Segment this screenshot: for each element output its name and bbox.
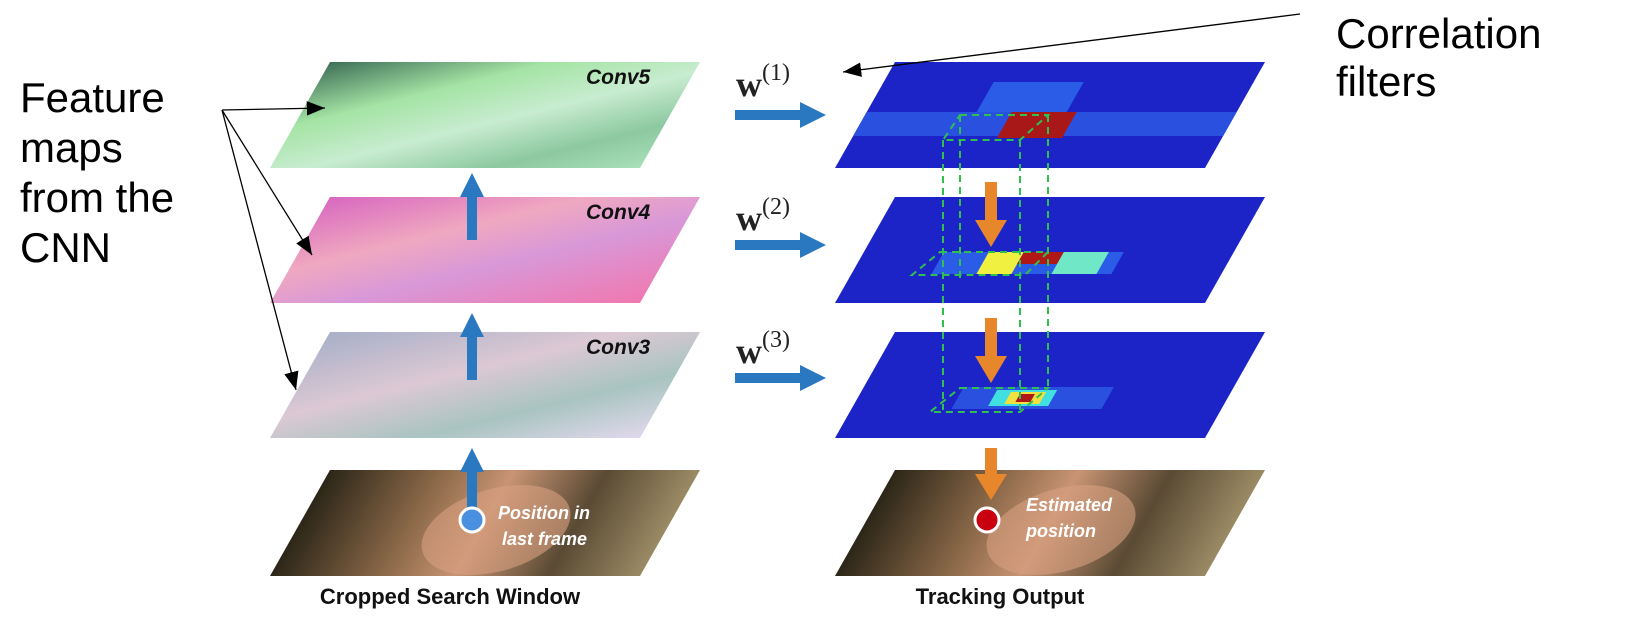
filter-superscript: (3) [762,327,790,353]
note-line: Feature [20,74,165,121]
caption: Cropped Search Window [320,584,581,609]
filter-label: w(2) [736,194,790,238]
marker-text: Estimated [1026,495,1113,515]
filter-superscript: (1) [762,60,790,86]
filter-superscript: (2) [762,194,790,220]
caption: Tracking Output [916,584,1085,609]
filter-symbol: w [736,331,762,371]
diagram: Feature maps from the CNN Correlation fi… [0,0,1627,633]
note-line: from the [20,174,174,221]
estimate-dot [975,508,999,532]
response-1 [835,62,1265,168]
marker-text: Position in [498,503,590,523]
note-line: maps [20,124,123,171]
response-2 [835,197,1265,303]
note-line: CNN [20,224,111,271]
layer-label: Conv4 [586,201,651,224]
filter-label: w(3) [736,327,790,371]
layer-label: Conv5 [586,66,651,89]
filter-symbol: w [736,198,762,238]
note-line: filters [1336,58,1436,105]
position-dot [460,508,484,532]
note-line: Correlation [1336,10,1541,57]
filter-label: w(1) [736,60,790,104]
marker-text: position [1025,521,1096,541]
marker-text: last frame [502,529,587,549]
response-3 [835,332,1265,438]
layer-label: Conv3 [586,336,651,359]
filter-symbol: w [736,64,762,104]
